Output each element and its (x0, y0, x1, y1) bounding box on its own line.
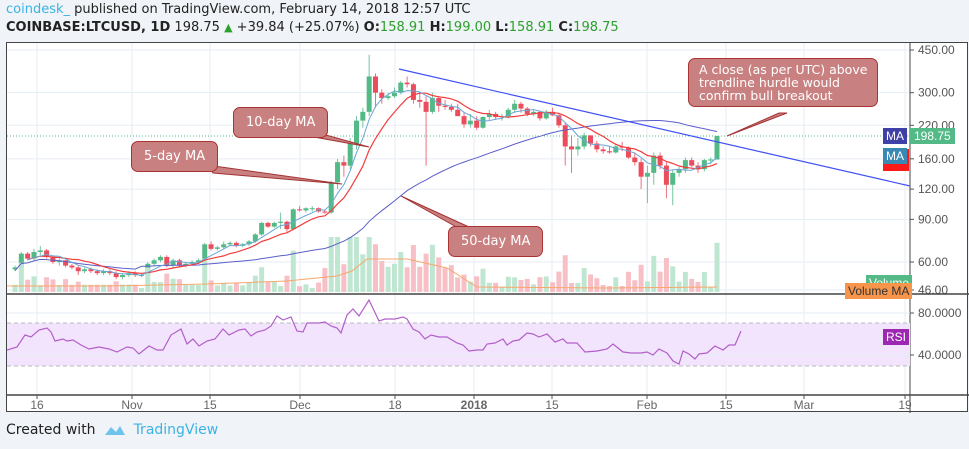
symbol-label: COINBASE:LTCUSD, 1D (6, 20, 171, 35)
svg-text:160.00: 160.00 (918, 152, 955, 166)
open-value: 158.91 (379, 20, 426, 35)
publish-text: published on TradingView.com, February 1… (70, 2, 471, 17)
annotation-5-day-ma: 5-day MA (131, 141, 219, 172)
annotation-breakout: A close (as per UTC) above trendline hur… (688, 58, 879, 107)
up-arrow-icon: ▲ (224, 21, 233, 34)
rsi-tag: RSI (883, 329, 910, 345)
ma-tag-teal: MA (883, 148, 907, 164)
tradingview-link[interactable]: TradingView (133, 422, 219, 438)
svg-text:18: 18 (388, 398, 402, 412)
annotation-50-day-ma: 50-day MA (448, 226, 544, 257)
breakout-text-3: confirm bull breakout (699, 88, 833, 103)
price-tag: 198.75 (910, 128, 955, 144)
svg-text:450.00: 450.00 (918, 43, 955, 57)
svg-text:Nov: Nov (121, 398, 142, 412)
svg-text:120.00: 120.00 (918, 182, 955, 196)
created-with-text: Created with (6, 422, 96, 438)
author-link[interactable]: coindesk_ (6, 2, 71, 17)
tradingview-logo-icon (104, 426, 125, 435)
svg-text:19: 19 (898, 398, 912, 412)
svg-text:40.0000: 40.0000 (918, 348, 962, 362)
publish-line: coindesk_ published on TradingView.com, … (6, 2, 470, 17)
breakout-text-2: trendline hurdle would (699, 75, 840, 90)
close-value: 198.75 (573, 20, 619, 35)
svg-text:300.00: 300.00 (918, 86, 955, 100)
svg-text:Dec: Dec (289, 398, 310, 412)
price-change: +39.84 (+25.07%) (236, 20, 360, 35)
svg-text:Mar: Mar (794, 398, 815, 412)
svg-text:80.0000: 80.0000 (918, 306, 962, 320)
svg-text:46.00: 46.00 (918, 283, 948, 297)
svg-text:90.00: 90.00 (918, 212, 948, 226)
svg-text:Feb: Feb (637, 398, 658, 412)
svg-text:15: 15 (203, 398, 217, 412)
svg-text:60.00: 60.00 (918, 255, 948, 269)
footer: Created with TradingView (6, 422, 218, 438)
svg-text:16: 16 (30, 398, 44, 412)
open-label: O: (363, 20, 380, 35)
ma-tag-blue: MA (883, 128, 907, 144)
annotation-10-day-ma: 10-day MA (233, 107, 329, 138)
low-label: L: (495, 20, 509, 35)
ohlc-line: COINBASE:LTCUSD, 1D 198.75 ▲ +39.84 (+25… (6, 20, 619, 35)
low-value: 158.91 (508, 20, 555, 35)
last-price: 198.75 (174, 20, 220, 35)
breakout-text-1: A close (as per UTC) above (699, 62, 868, 77)
high-value: 199.00 (445, 20, 492, 35)
svg-text:15: 15 (719, 398, 733, 412)
volume-ma-tag: Volume MA (845, 283, 913, 299)
close-label: C: (558, 20, 574, 35)
svg-text:15: 15 (545, 398, 559, 412)
high-label: H: (429, 20, 446, 35)
svg-text:2018: 2018 (461, 398, 488, 412)
